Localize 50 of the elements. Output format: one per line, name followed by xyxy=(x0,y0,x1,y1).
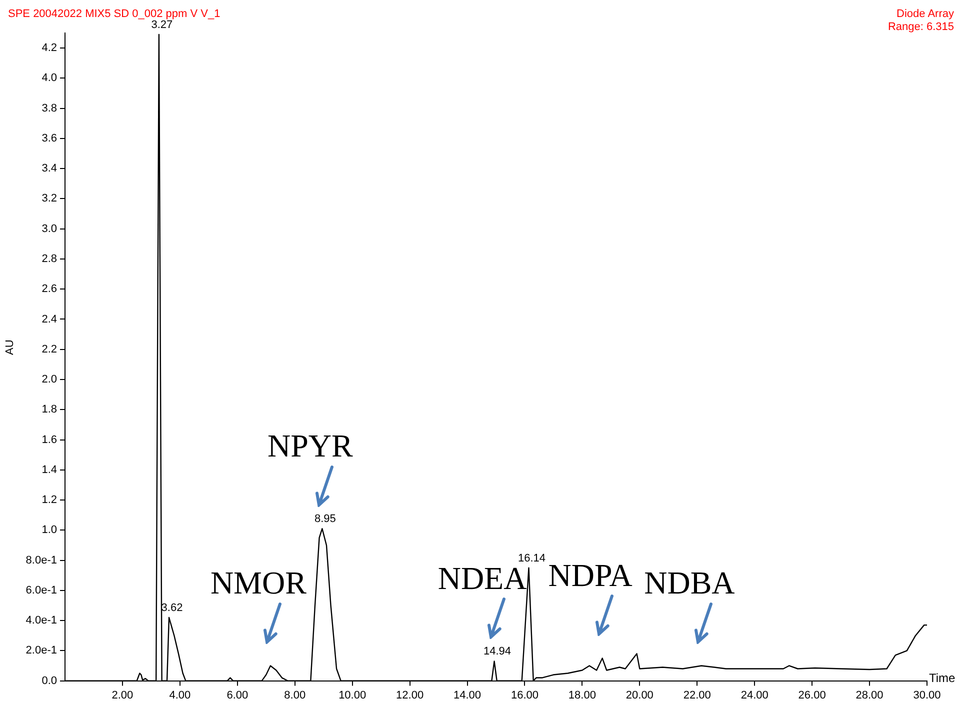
annotation: 14.94 xyxy=(484,646,512,658)
y-tick-label: 4.2 xyxy=(42,42,57,54)
x-tick-label: 12.00 xyxy=(396,689,424,702)
x-tick-label: 28.00 xyxy=(856,689,884,702)
x-tick-label: 20.00 xyxy=(626,689,654,702)
y-tick-label: 2.0e-1 xyxy=(26,644,57,657)
y-tick-label: 8.0e-1 xyxy=(26,554,57,566)
x-tick-label: 18.00 xyxy=(568,689,596,702)
y-tick-label: 0.0 xyxy=(42,674,57,687)
y-axis-title: AU xyxy=(4,340,16,355)
annotation: 8.95 xyxy=(314,513,336,526)
x-tick-label: 16.00 xyxy=(510,689,538,702)
y-tick-label: 2.2 xyxy=(42,343,57,356)
x-tick-label: 6.00 xyxy=(226,689,248,702)
x-tick-label: 26.00 xyxy=(798,689,826,702)
y-tick-label: 3.8 xyxy=(42,102,57,114)
y-tick-label: 4.0e-1 xyxy=(26,614,57,627)
y-tick-label: 1.6 xyxy=(42,434,57,446)
annotation: NMOR xyxy=(210,564,308,601)
y-tick-label: 1.8 xyxy=(42,404,57,416)
y-tick-label: 4.0 xyxy=(42,72,57,84)
y-tick-label: 3.0 xyxy=(42,222,57,235)
x-tick-label: 8.00 xyxy=(284,689,306,702)
x-tick-label: 14.00 xyxy=(454,689,482,702)
y-tick-label: 6.0e-1 xyxy=(26,584,57,596)
y-tick-label: 2.0 xyxy=(42,374,57,386)
y-tick-label: 3.4 xyxy=(42,162,57,175)
annotation: 3.62 xyxy=(161,602,183,614)
x-tick-label: 22.00 xyxy=(683,689,711,702)
y-tick-label: 2.6 xyxy=(42,283,57,296)
chart-title: SPE 20042022 MIX5 SD 0_002 ppm V V_1 xyxy=(8,8,220,20)
annotation: Range: 6.315 xyxy=(888,21,954,34)
annotation: 3.27 xyxy=(151,19,173,32)
y-tick-label: 1.4 xyxy=(42,464,57,476)
y-tick-label: 3.6 xyxy=(42,132,57,144)
y-tick-label: 1.2 xyxy=(42,494,57,506)
y-tick-label: 2.8 xyxy=(42,253,57,266)
y-tick-label: 1.0 xyxy=(42,524,57,536)
x-tick-label: 30.00 xyxy=(913,689,941,702)
x-tick-label: 24.00 xyxy=(740,689,768,702)
x-tick-label: 2.00 xyxy=(112,689,134,702)
y-tick-label: 3.2 xyxy=(42,192,57,205)
text: Diode Array xyxy=(896,8,954,21)
x-tick-label: 10.00 xyxy=(338,689,366,702)
x-tick-label: 4.00 xyxy=(169,689,191,702)
annotation: NPYR xyxy=(267,428,354,464)
x-axis-title: Time xyxy=(929,670,956,685)
annotation: NDBA xyxy=(644,564,735,601)
annotation: NDPA xyxy=(548,557,632,594)
y-tick-label: 2.4 xyxy=(42,313,57,326)
